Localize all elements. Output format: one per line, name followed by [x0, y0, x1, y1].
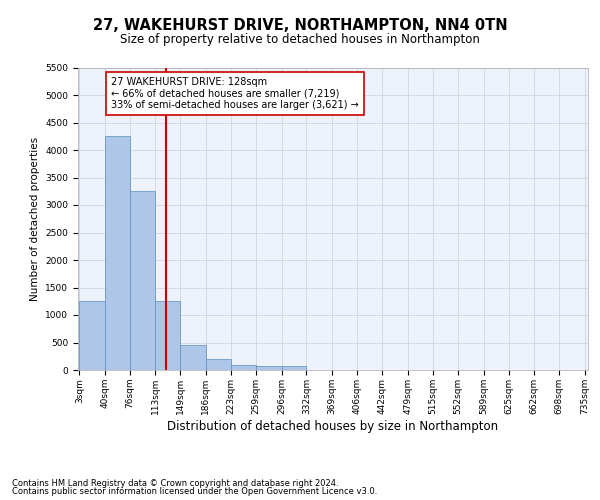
Text: Contains public sector information licensed under the Open Government Licence v3: Contains public sector information licen… [12, 487, 377, 496]
Bar [105, 136, 130, 370]
Bar [130, 191, 155, 370]
Bar [79, 301, 105, 370]
X-axis label: Distribution of detached houses by size in Northampton: Distribution of detached houses by size … [167, 420, 499, 432]
Text: Size of property relative to detached houses in Northampton: Size of property relative to detached ho… [120, 32, 480, 46]
Text: 27, WAKEHURST DRIVE, NORTHAMPTON, NN4 0TN: 27, WAKEHURST DRIVE, NORTHAMPTON, NN4 0T… [92, 18, 508, 32]
Y-axis label: Number of detached properties: Number of detached properties [30, 136, 40, 301]
Bar [206, 359, 231, 370]
Bar [231, 364, 256, 370]
Text: Contains HM Land Registry data © Crown copyright and database right 2024.: Contains HM Land Registry data © Crown c… [12, 478, 338, 488]
Bar [155, 301, 180, 370]
Bar [256, 366, 281, 370]
Text: 27 WAKEHURST DRIVE: 128sqm
← 66% of detached houses are smaller (7,219)
33% of s: 27 WAKEHURST DRIVE: 128sqm ← 66% of deta… [111, 76, 359, 110]
Bar [281, 366, 307, 370]
Bar [180, 345, 206, 370]
